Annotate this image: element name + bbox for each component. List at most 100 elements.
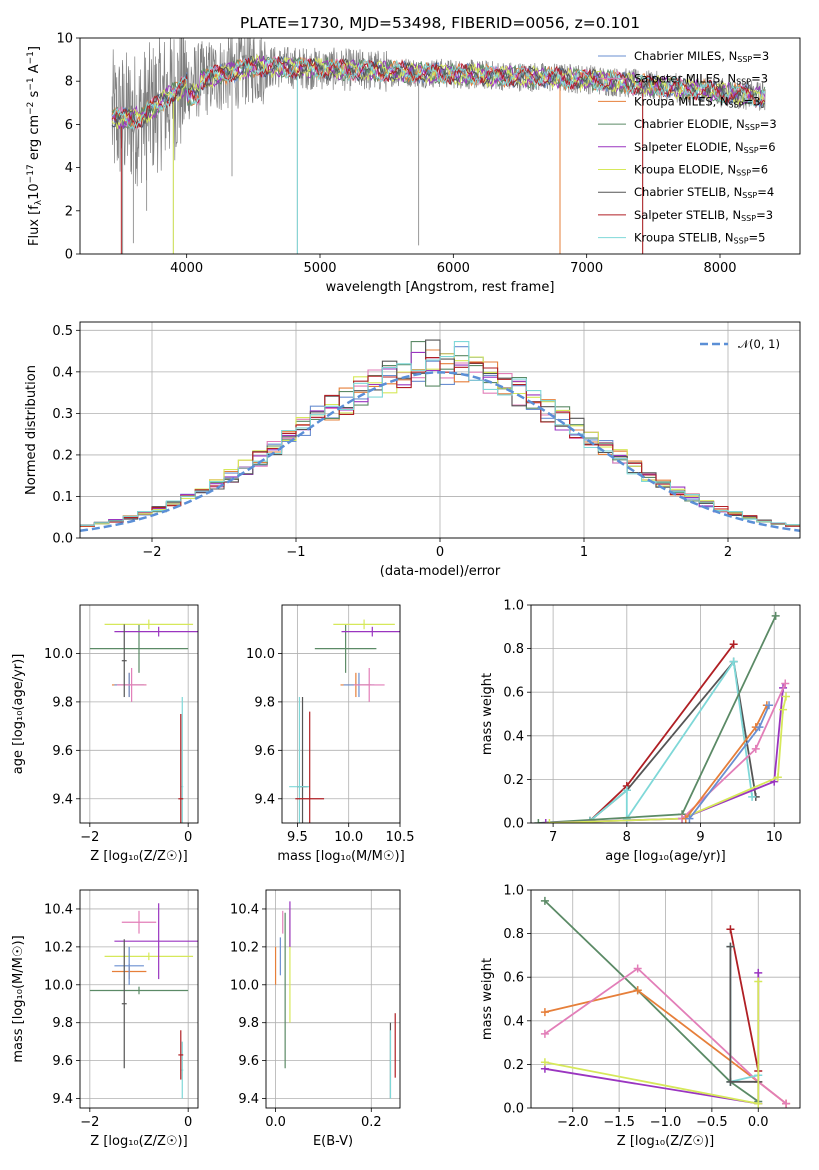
mass_weight_vs_Z-marker-salpeter_miles-3 xyxy=(782,1099,791,1108)
spectrum-ytick-label-2: 4 xyxy=(65,161,73,176)
mass_weight_vs_age-marker-salpeter_miles-1 xyxy=(751,744,760,753)
mass_weight_vs_Z-frame xyxy=(530,889,801,1109)
mass_vs_ebv-xtick-label-0: 0.0 xyxy=(265,1115,286,1130)
mass_vs_ebv-ytick-label-4: 10.2 xyxy=(230,940,259,955)
mass_weight_vs_age-marker-kroupa_elodie-3 xyxy=(779,705,788,714)
mass_weight_vs_age-marker-kroupa_stelib-1 xyxy=(622,786,631,795)
hist-step-kroupa_stelib xyxy=(80,341,800,526)
mass_vs_ebv-xlabel: E(B-V) xyxy=(313,1134,353,1149)
mass_weight_vs_Z-marker-kroupa_miles-1 xyxy=(633,986,642,995)
mass_vs_Z-xtick-label-0: −2 xyxy=(80,1115,99,1130)
mass_vs_Z-frame xyxy=(79,889,199,1109)
mass_weight_vs_Z-plot-area xyxy=(540,896,791,1108)
spectrum-model-line-chabrier_stelib xyxy=(111,55,766,129)
spectrum-ytick-label-3: 6 xyxy=(65,118,73,133)
mass_vs_ebv-ytick-label-2: 9.8 xyxy=(238,1016,259,1031)
age_vs_Z-axes: −2 0 9.4 9.6 9.8 10.0 Z [log₁₀(Z/Z☉)] age [log₁… xyxy=(11,604,199,864)
age_vs_Z-ytick-label-1: 9.6 xyxy=(52,744,73,759)
age_vs_Z-ylabel: age [log₁₀(age/yr)] xyxy=(11,654,26,775)
mass_weight_vs_age-marker-chabrier_elodie-2 xyxy=(771,611,780,620)
spectrum-frame xyxy=(79,37,801,255)
mass_weight_vs_age-ylabel: mass weight xyxy=(480,673,495,755)
mass_weight_vs_Z-line-chabrier_stelib xyxy=(729,946,759,1083)
mass_weight_vs_Z-line-salpeter_miles xyxy=(544,967,787,1105)
residual_hist-xlabel: (data-model)/error xyxy=(380,564,501,579)
spectrum-plot-area xyxy=(111,38,766,254)
mass_vs_ebv-frame xyxy=(265,889,401,1109)
age_vs_mass-axes: 9.5 10.0 10.5 9.4 9.6 9.8 10.0 mass [log₁₀(M/M☉… xyxy=(246,604,414,864)
mass_vs_ebv-ytick-label-3: 10.0 xyxy=(230,978,259,993)
mass_weight_vs_Z-line-salpeter_elodie xyxy=(544,972,760,1105)
mass_weight_vs_age-line-salpeter_stelib xyxy=(589,643,735,822)
mass_weight_vs_Z-line-kroupa_stelib xyxy=(729,946,759,1083)
mass_weight_vs_age-ytick-label-5: 1.0 xyxy=(503,599,524,614)
mass_weight_vs_Z-ytick-label-4: 0.8 xyxy=(503,927,524,942)
mass_weight_vs_Z-marker-kroupa_elodie-2 xyxy=(754,977,763,986)
mass_vs_ebv-ytick-label-5: 10.4 xyxy=(230,902,259,917)
mass_weight_vs_age-frame xyxy=(530,604,801,824)
mass_weight_vs_Z-marker-salpeter_miles-1 xyxy=(633,964,642,973)
residual_hist-frame xyxy=(79,321,801,539)
spectrum-legend-label-kroupa_miles: Kroupa MILES, NSSP=3 xyxy=(634,94,760,109)
residual_hist-xtick-label-3: 1 xyxy=(580,545,588,560)
hist-legend-label: 𝒩(0, 1) xyxy=(738,337,780,351)
spectrum-legend: Chabrier MILES, NSSP=3 Salpeter MILES, NS… xyxy=(598,49,777,246)
mass_weight_vs_Z-marker-kroupa_elodie-1 xyxy=(754,1099,763,1108)
mass_weight_vs_age-xtick-label-0: 7 xyxy=(549,830,557,845)
mass_vs_ebv-ytick-label-1: 9.6 xyxy=(238,1054,259,1069)
mass_weight_vs_Z-line-chabrier_elodie xyxy=(544,900,759,1103)
mass_weight_vs_Z-xtick-label-1: −1.5 xyxy=(603,1115,635,1130)
mass_weight_vs_age-marker-chabrier_miles-0 xyxy=(685,814,694,823)
residual_hist-ytick-label-5: 0.5 xyxy=(52,324,73,339)
mass_weight_vs_age-xtick-label-3: 10 xyxy=(766,830,783,845)
spectrum-model-line-kroupa_stelib xyxy=(111,57,766,130)
age_vs_mass-plot-area xyxy=(289,619,400,823)
figure-title: PLATE=1730, MJD=53498, FIBERID=0056, z=0… xyxy=(240,14,640,32)
mass_weight_vs_age-xlabel: age [log₁₀(age/yr)] xyxy=(605,849,726,864)
residual_hist-ytick-label-0: 0.0 xyxy=(52,532,73,547)
mass_weight_vs_age-line-chabrier_elodie xyxy=(538,615,777,823)
hist-reference-curve xyxy=(80,371,800,532)
mass_weight_vs_age-ytick-label-4: 0.8 xyxy=(503,642,524,657)
spectrum-legend-label-salpeter_stelib: Salpeter STELIB, NSSP=3 xyxy=(634,208,773,223)
residual_hist-ytick-label-2: 0.2 xyxy=(52,448,73,463)
hist-step-chabrier_stelib xyxy=(80,339,800,527)
age_vs_Z-frame xyxy=(79,604,199,824)
spectrum-xtick-label-3: 7000 xyxy=(570,261,603,276)
mass_vs_Z-ytick-label-4: 10.2 xyxy=(44,940,73,955)
mass_weight_vs_Z-xtick-label-0: −2.0 xyxy=(557,1115,589,1130)
residual_hist-xtick-label-4: 2 xyxy=(724,545,732,560)
mass_vs_ebv-xtick-label-1: 0.2 xyxy=(361,1115,382,1130)
mass_weight_vs_age-marker-kroupa_elodie-2 xyxy=(773,773,782,782)
age_vs_mass-xlabel: mass [log₁₀(M/M☉)] xyxy=(277,849,404,864)
residual_hist-plot-area xyxy=(80,339,800,532)
spectrum-model-line-salpeter_stelib xyxy=(111,56,766,129)
spectrum-legend-label-kroupa_stelib: Kroupa STELIB, NSSP=5 xyxy=(634,231,765,246)
spectrum-axes: 4000 5000 6000 7000 8000 0 2 4 6 8 10 wavelength [A… xyxy=(56,32,801,295)
spectrum-legend-label-kroupa_elodie: Kroupa ELODIE, NSSP=6 xyxy=(634,163,768,178)
mass_weight_vs_Z-xtick-label-4: 0.0 xyxy=(748,1115,769,1130)
age_vs_Z-plot-area xyxy=(89,619,198,823)
residual_hist-xtick-label-0: −2 xyxy=(142,545,161,560)
age_vs_mass-ytick-label-3: 10.0 xyxy=(246,647,275,662)
age_vs_mass-xtick-label-1: 10.0 xyxy=(334,830,363,845)
mass_vs_ebv-plot-area xyxy=(274,901,396,1099)
residual_hist-xtick-label-2: 0 xyxy=(436,545,444,560)
age_vs_mass-ytick-label-0: 9.4 xyxy=(254,792,275,807)
age_vs_Z-ytick-label-2: 9.8 xyxy=(52,695,73,710)
spectrum-legend-label-salpeter_elodie: Salpeter ELODIE, NSSP=6 xyxy=(634,140,776,155)
mass_vs_Z-xlabel: Z [log₁₀(Z/Z☉)] xyxy=(90,1134,187,1149)
mass_weight_vs_Z-marker-chabrier_stelib-1 xyxy=(726,1077,735,1086)
spectrum-ytick-label-5: 10 xyxy=(56,32,73,47)
residual_hist-ylabel: Normed distribution xyxy=(24,365,39,495)
residual_hist-axes: −2 −1 0 1 2 0.0 0.1 0.2 0.3 0.4 0.5 (data-model)/er… xyxy=(24,321,801,579)
mass_weight_vs_age-ytick-label-3: 0.6 xyxy=(503,686,524,701)
age_vs_mass-ytick-label-1: 9.6 xyxy=(254,744,275,759)
spectrum-model-line-salpeter_elodie xyxy=(111,55,766,130)
mass_weight_vs_age-axes: 7 8 9 10 0.0 0.2 0.4 0.6 0.8 1.0 age [log₁₀(age/yr… xyxy=(480,599,801,864)
mass_weight_vs_age-marker-kroupa_stelib-3 xyxy=(729,657,738,666)
mass_vs_Z-ytick-label-2: 9.8 xyxy=(52,1016,73,1031)
mass_weight_vs_age-marker-salpeter_elodie-0 xyxy=(541,819,550,823)
mass_weight_vs_Z-marker-salpeter_elodie-2 xyxy=(754,968,763,977)
